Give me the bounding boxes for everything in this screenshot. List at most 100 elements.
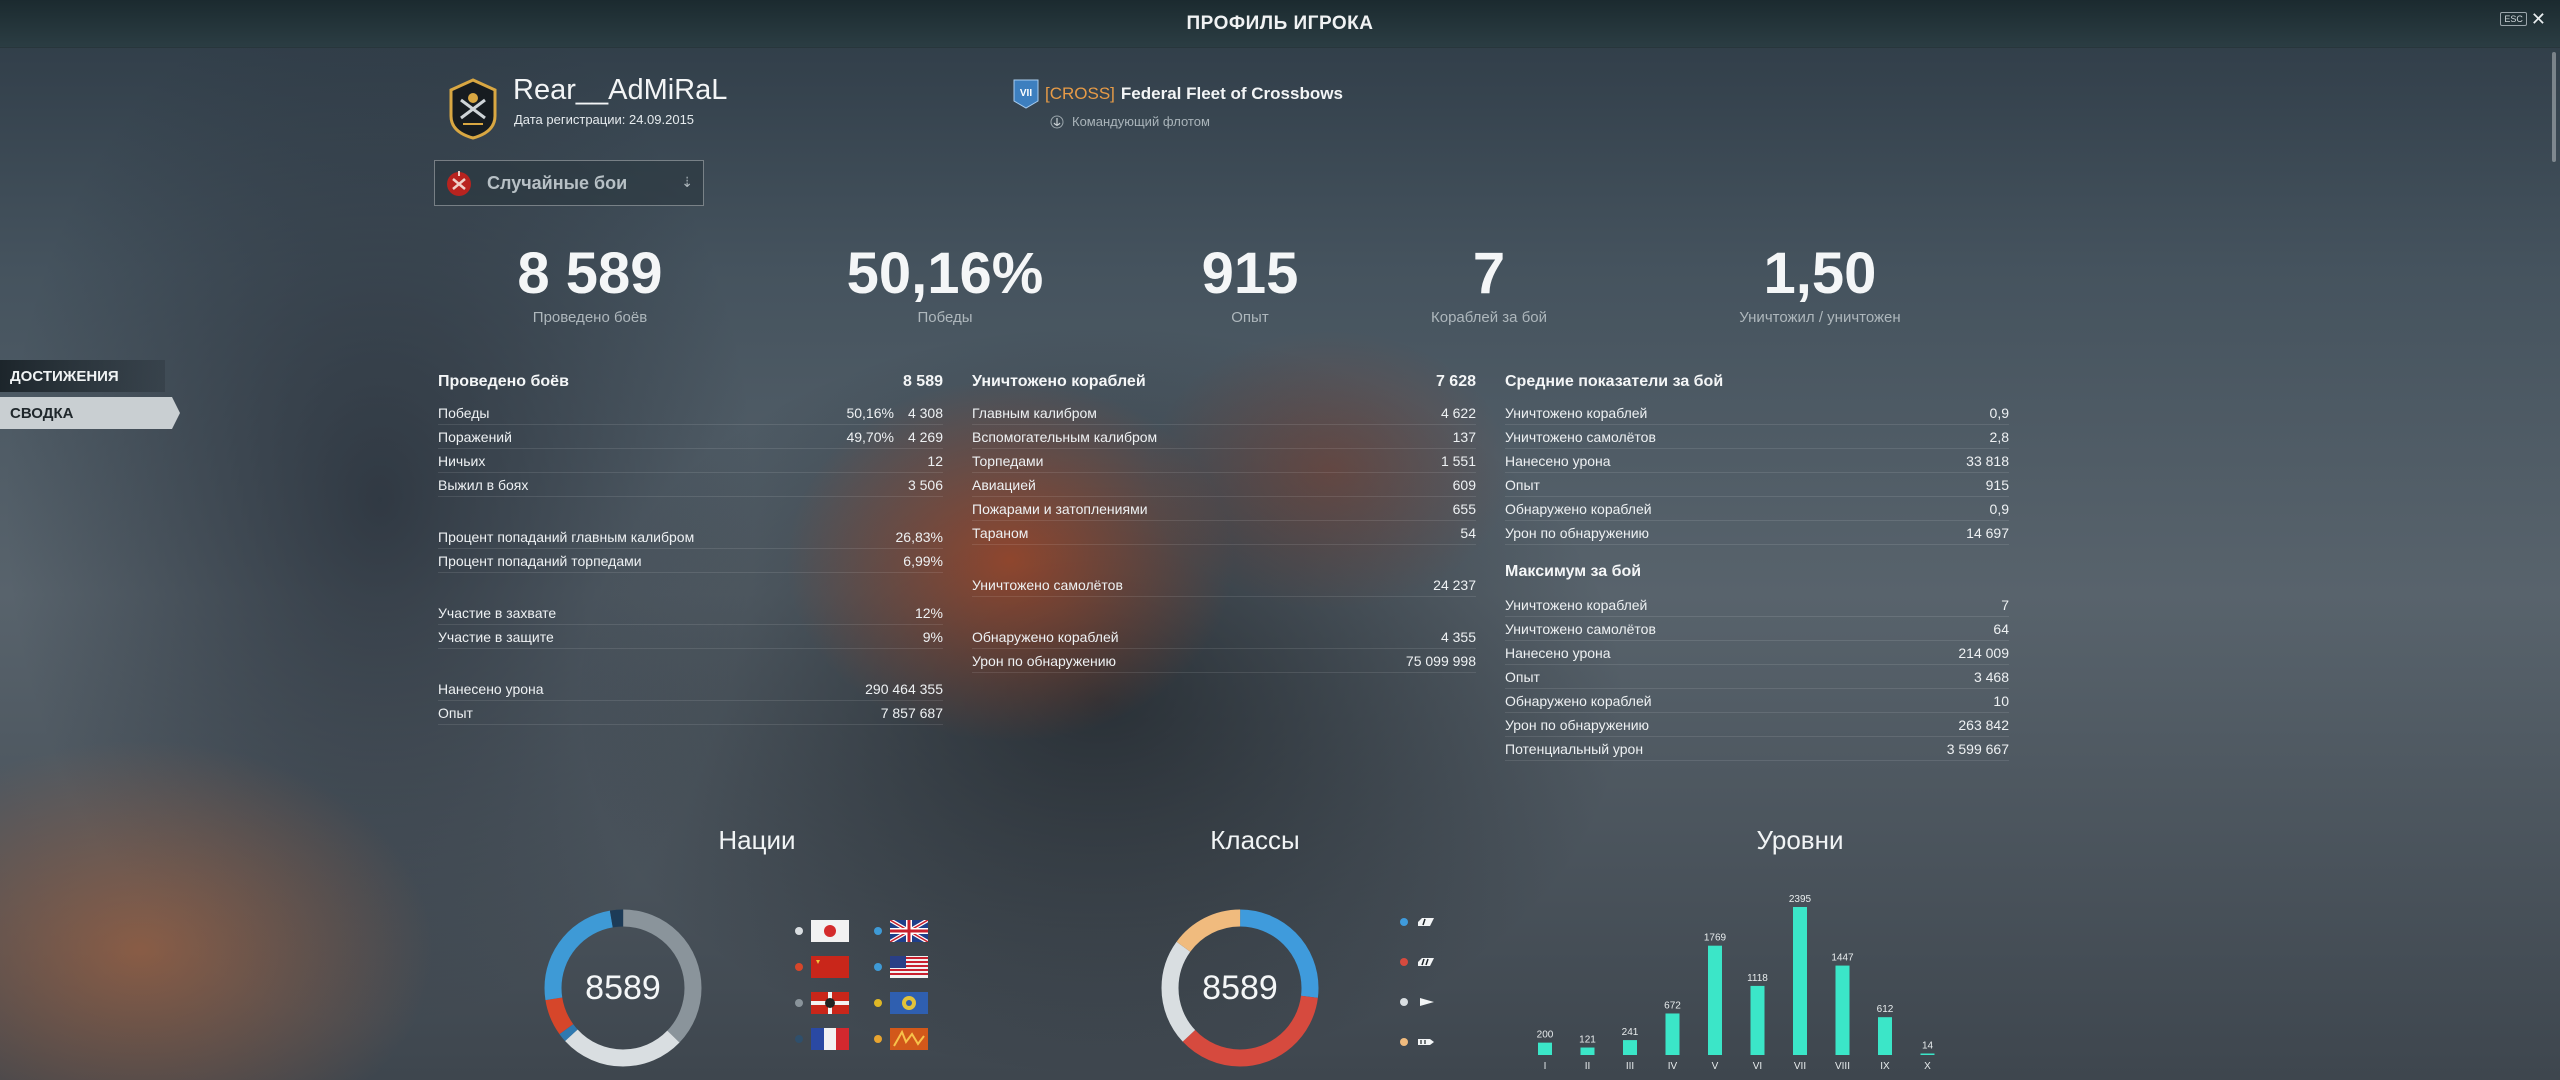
- cruiser-icon: [1418, 958, 1434, 966]
- table-row: Урон по обнаружению 75 099 998: [972, 649, 1476, 673]
- clan-info[interactable]: VII [CROSS] Federal Fleet of Crossbows: [1013, 79, 1343, 109]
- battle-type-dropdown[interactable]: Случайные бои ⇣: [434, 160, 704, 206]
- level-bar: [1750, 985, 1765, 1055]
- table-row: Опыт 3 468: [1505, 665, 2009, 689]
- uk-flag-icon: [890, 920, 928, 942]
- table-row: Торпедами 1 551: [972, 449, 1476, 473]
- table-row: Пожарами и затоплениями 655: [972, 497, 1476, 521]
- row-value: 24 237: [1433, 576, 1476, 593]
- legend-dot: [795, 999, 803, 1007]
- nav-item-achievements[interactable]: ДОСТИЖЕНИЯ: [0, 360, 165, 392]
- level-tick-label: III: [1626, 1061, 1634, 1072]
- levels-title: Уровни: [1756, 825, 1844, 855]
- level-tick-label: V: [1712, 1061, 1719, 1072]
- clan-role-label: Командующий флотом: [1072, 114, 1210, 129]
- row-label: Опыт: [1505, 476, 1540, 493]
- table-row: Вспомогательным калибром 137: [972, 425, 1476, 449]
- row-label: Процент попаданий главным калибром: [438, 528, 695, 545]
- table-total: 7 628: [1435, 373, 1476, 390]
- row-label: Уничтожено самолётов: [972, 576, 1123, 593]
- nations-donut-svg: [544, 909, 702, 1067]
- row-value: 3 599 667: [1946, 740, 2009, 757]
- row-label: Уничтожено самолётов: [1505, 428, 1656, 445]
- player-name: Rear__AdMiRaL: [513, 74, 728, 106]
- clan-rank-text: VII: [1020, 88, 1032, 99]
- carrier-icon: [1418, 1039, 1434, 1045]
- row-value: 12: [927, 452, 943, 469]
- classes-donut-segment: [1161, 909, 1319, 1067]
- battle-type-label: Случайные бои: [487, 172, 628, 193]
- table-row: Главным калибром 4 622: [972, 401, 1476, 425]
- row-label: Опыт: [1505, 668, 1540, 685]
- stat-value: 50,16%: [846, 241, 1044, 306]
- row-label: Поражений: [438, 428, 512, 445]
- row-label: Нанесено урона: [1505, 452, 1611, 469]
- legend-dot: [874, 1035, 882, 1043]
- legend-dot: [795, 963, 803, 971]
- rank-emblem-icon: [449, 78, 497, 140]
- stat-ships-per-battle: 7 Кораблей за бой: [1389, 241, 1589, 327]
- side-nav: ДОСТИЖЕНИЯ СВОДКА: [0, 360, 190, 434]
- maximum-title: Максимум за бой: [1505, 563, 1642, 580]
- close-button[interactable]: ESC ✕: [2500, 10, 2546, 28]
- clan-tag: [CROSS]: [1045, 84, 1115, 103]
- row-value: 26,83%: [895, 528, 943, 545]
- row-label: Нанесено урона: [438, 680, 544, 697]
- table-header: Уничтожено кораблей 7 628: [972, 373, 1476, 397]
- row-label: Пожарами и затоплениями: [972, 500, 1148, 517]
- table-row: Обнаружено кораблей 4 355: [972, 625, 1476, 649]
- level-value-label: 121: [1579, 1035, 1596, 1046]
- table-total: 8 589: [902, 373, 943, 390]
- table-row: Выжил в боях 3 506: [438, 473, 943, 497]
- table-row: Нанесено урона 214 009: [1505, 641, 2009, 665]
- commonwealth-flag-icon: [890, 1028, 928, 1050]
- scrollbar[interactable]: [2552, 52, 2556, 162]
- row-label: Обнаружено кораблей: [1505, 500, 1652, 517]
- row-label: Уничтожено самолётов: [1505, 620, 1656, 637]
- nations-donut-segment: [544, 909, 702, 1067]
- table-row: Процент попаданий главным калибром 26,83%: [438, 525, 943, 549]
- stat-label: Опыт: [1231, 309, 1269, 326]
- level-value-label: 200: [1537, 1030, 1554, 1041]
- row-label: Ничьих: [438, 452, 486, 469]
- table-row: Опыт 7 857 687: [438, 701, 943, 725]
- row-value: 54: [1460, 524, 1476, 541]
- stat-experience: 915 Опыт: [1150, 243, 1350, 327]
- level-value-label: 1769: [1704, 933, 1727, 944]
- pan-asia-flag-icon: [890, 992, 928, 1014]
- level-bar: [1580, 1047, 1595, 1055]
- row-label: Урон по обнаружению: [1505, 716, 1650, 733]
- level-tick-label: II: [1585, 1061, 1591, 1072]
- esc-key-label: ESC: [2500, 12, 2527, 26]
- row-value: 214 009: [1958, 644, 2009, 661]
- table-row: Нанесено урона 290 464 355: [438, 677, 943, 701]
- class-legend-item: [1400, 1036, 1436, 1048]
- row-label: Урон по обнаружению: [1505, 524, 1650, 541]
- level-bar: [1920, 1053, 1935, 1055]
- ussr-flag-icon: [811, 956, 849, 978]
- level-tick-label: VI: [1753, 1061, 1762, 1072]
- row-value: 915: [1985, 476, 2009, 493]
- stat-value: 7: [1472, 241, 1506, 306]
- stat-winrate: 50,16% Победы: [845, 241, 1045, 327]
- legend-dot: [874, 999, 882, 1007]
- legend-dot: [874, 963, 882, 971]
- row-value: 9%: [922, 628, 943, 645]
- row-value: 655: [1452, 500, 1476, 517]
- classes-total: 8589: [1202, 968, 1278, 1007]
- row-value: 3 506: [907, 476, 943, 493]
- level-bar: [1538, 1042, 1552, 1055]
- nation-legend-item: [795, 956, 849, 978]
- table-header: Средние показатели за бой: [1505, 373, 2009, 397]
- row-value: 290 464 355: [865, 680, 943, 697]
- registration-date: Дата регистрации: 24.09.2015: [514, 112, 695, 127]
- nation-legend-item: [874, 1028, 928, 1050]
- nav-item-summary[interactable]: СВОДКА: [0, 397, 180, 429]
- table-row: Обнаружено кораблей 10: [1505, 689, 2009, 713]
- top-bar: ПРОФИЛЬ ИГРОКА ESC ✕: [0, 0, 2560, 48]
- row-value: 263 842: [1958, 716, 2009, 733]
- table-row: Тараном 54: [972, 521, 1476, 545]
- table-row: Уничтожено самолётов 24 237: [972, 573, 1476, 597]
- nation-legend-item: [874, 992, 928, 1014]
- table-row: Обнаружено кораблей 0,9: [1505, 497, 2009, 521]
